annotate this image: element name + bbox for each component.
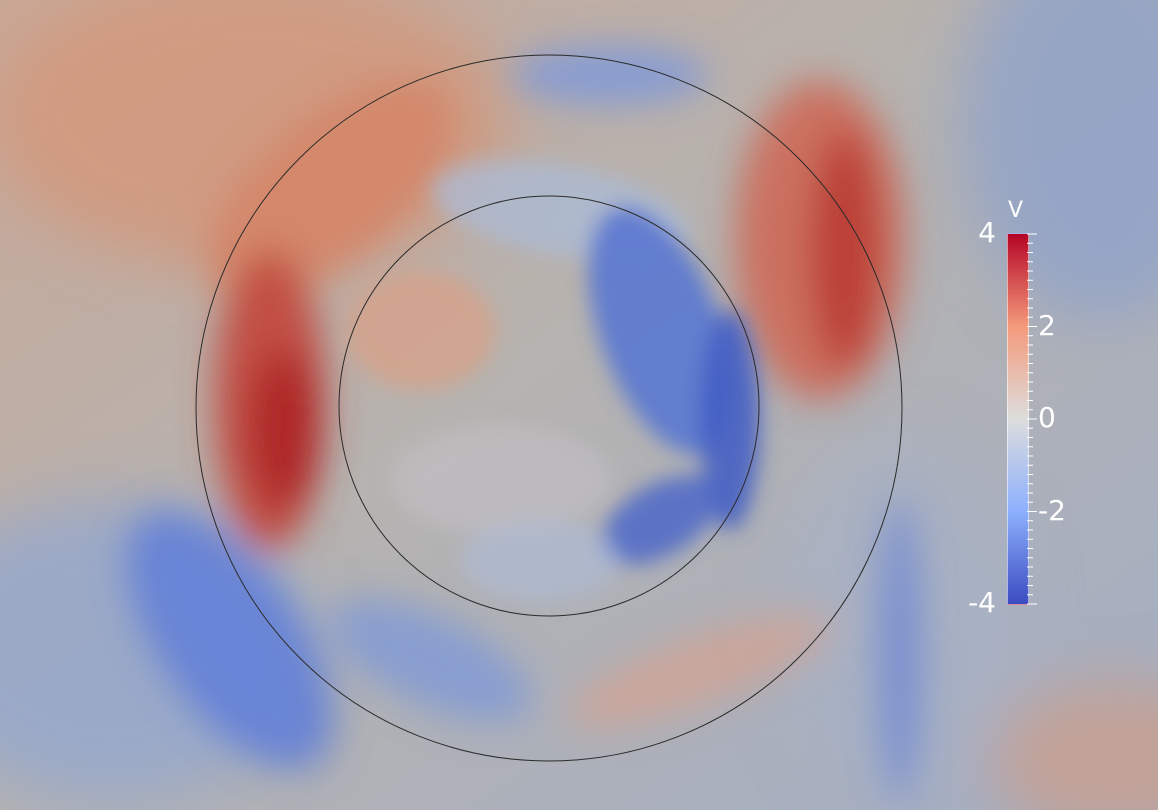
colorbar-tick-label: 2 — [1038, 308, 1056, 342]
colorbar-tick-label: -2 — [1038, 493, 1066, 527]
colorbar-tick-label: 4 — [978, 216, 996, 249]
colorbar-tick-label: -4 — [968, 586, 996, 619]
colorbar-tick-label: 0 — [1038, 401, 1056, 434]
colorbar-ticks — [1027, 233, 1037, 605]
colorbar — [1007, 233, 1029, 605]
colorbar-title: V — [1008, 198, 1024, 223]
